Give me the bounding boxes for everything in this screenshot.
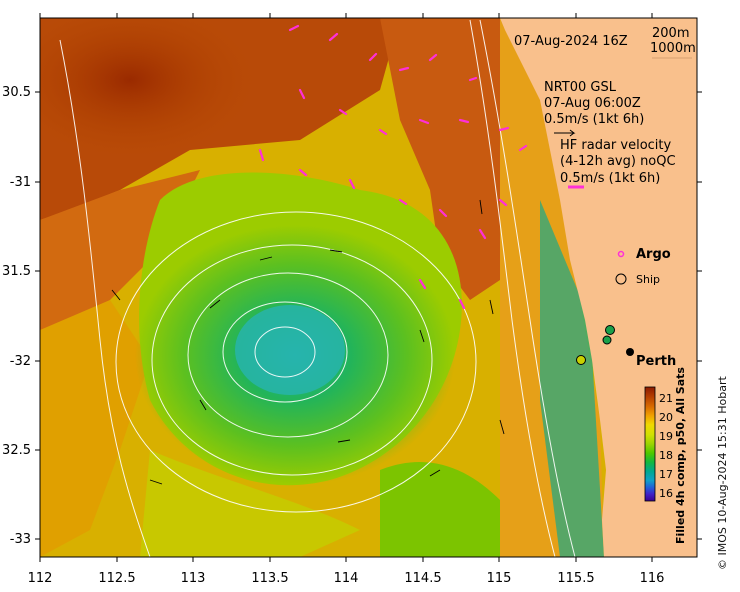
colorbar-tick: 20 — [659, 411, 673, 424]
x-tick-label: 115 — [487, 571, 512, 586]
y-tick-label: 30.5 — [2, 85, 31, 100]
map-timestamp: 07-Aug-2024 16Z — [514, 34, 628, 49]
colorbar-ticks: 21 20 19 18 17 16 — [659, 392, 673, 500]
sst-field — [40, 18, 697, 557]
x-tick-label: 112.5 — [98, 571, 135, 586]
x-tick-label: 113.5 — [251, 571, 288, 586]
contour-label-200m: 200m — [652, 26, 689, 41]
hf-title: HF radar velocity — [560, 138, 672, 153]
x-tick-labels: 112 112.5 113 113.5 114 114.5 115 115.5 … — [28, 571, 665, 586]
ship-label: Ship — [636, 273, 660, 286]
axis-ticks — [35, 13, 702, 562]
colorbar — [644, 386, 656, 502]
gsl-scale-arrow — [554, 129, 576, 137]
colorbar-tick: 19 — [659, 430, 673, 443]
y-tick-label: -32 — [10, 354, 31, 369]
station-marker — [602, 335, 612, 345]
colorbar-tick: 21 — [659, 392, 673, 405]
gsl-scale: 0.5m/s (1kt 6h) — [544, 112, 644, 127]
colorbar-label: Filled 4h comp, p50, All Sats — [674, 367, 687, 544]
gsl-current-arrows — [111, 199, 505, 485]
plot-frame — [39, 17, 698, 558]
gsl-title: NRT00 GSL — [544, 80, 617, 95]
y-tick-label: 31.5 — [2, 264, 31, 279]
place-label-perth: Perth — [636, 354, 676, 369]
gsl-time: 07-Aug 06:00Z — [544, 96, 641, 111]
x-tick-label: 115.5 — [557, 571, 594, 586]
hf-radar-arrows — [258, 24, 528, 310]
station-marker — [605, 325, 615, 335]
hf-scale: 0.5m/s (1kt 6h) — [560, 171, 660, 186]
y-tick-label: -31 — [10, 175, 31, 190]
argo-marker-icon — [617, 250, 625, 258]
y-tick-label: -33 — [10, 532, 31, 547]
x-tick-label: 113 — [181, 571, 206, 586]
colorbar-tick: 18 — [659, 449, 673, 462]
coastal-stations — [576, 325, 615, 365]
credit-text: © IMOS 10-Aug-2024 15:31 Hobart — [716, 376, 729, 570]
colorbar-tick: 17 — [659, 468, 673, 481]
x-tick-label: 116 — [640, 571, 665, 586]
bathymetry-contours — [59, 19, 576, 557]
y-tick-labels: 30.5 -31 31.5 -32 32.5 -33 — [2, 85, 31, 547]
argo-label: Argo — [636, 247, 671, 262]
x-tick-label: 112 — [28, 571, 53, 586]
hf-sub: (4-12h avg) noQC — [560, 154, 676, 169]
x-tick-label: 114 — [334, 571, 359, 586]
legend: NRT00 GSL 07-Aug 06:00Z 0.5m/s (1kt 6h) … — [544, 80, 676, 189]
x-tick-label: 114.5 — [404, 571, 441, 586]
ship-marker-icon — [615, 273, 627, 285]
contour-label-1000m: 1000m — [650, 41, 696, 56]
perth-marker-icon — [626, 348, 634, 356]
station-marker — [576, 355, 586, 365]
y-tick-label: 32.5 — [2, 443, 31, 458]
colorbar-tick: 16 — [659, 487, 673, 500]
